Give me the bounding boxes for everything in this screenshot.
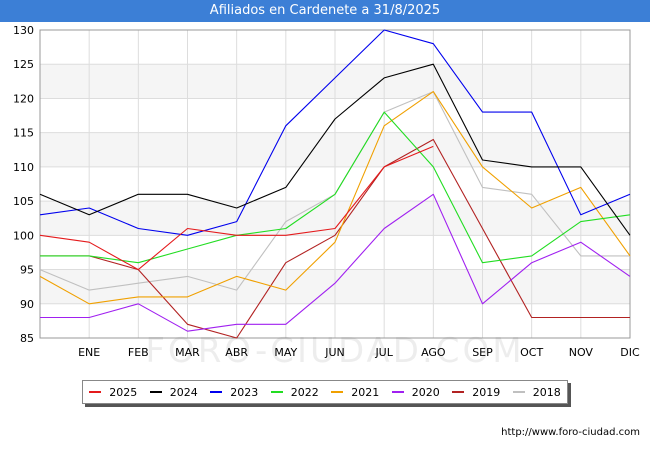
legend-swatch <box>270 391 283 393</box>
legend-label: 2024 <box>169 385 198 399</box>
legend-swatch <box>210 391 223 393</box>
legend-item-2025: 2025 <box>89 386 137 399</box>
y-tick-label: 85 <box>20 332 34 345</box>
legend-item-2018: 2018 <box>512 385 561 399</box>
legend-item-2020: 2020 <box>391 385 440 399</box>
source-url[interactable]: http://www.foro-ciudad.com <box>501 427 640 438</box>
watermark: FORO-CIUDAD.COM <box>145 331 524 371</box>
y-tick-label: 130 <box>13 24 34 37</box>
x-tick-label: SEP <box>472 346 493 359</box>
legend-swatch <box>452 391 465 393</box>
series-line-2021 <box>39 91 631 305</box>
y-tick-label: 100 <box>13 229 34 242</box>
x-tick-label: ENE <box>78 346 100 359</box>
y-tick-label: 110 <box>13 161 34 174</box>
legend-swatch <box>149 391 162 393</box>
y-tick-label: 95 <box>20 264 34 277</box>
legend-label: 2018 <box>532 385 561 399</box>
x-tick-label: JUL <box>374 346 393 359</box>
legend-label: 2022 <box>290 385 319 399</box>
series-line-2025 <box>39 145 434 271</box>
chart-legend: 2025 2024 2023 2022 2021 2020 2019 2018 <box>82 380 568 404</box>
legend-label: 2021 <box>351 385 380 399</box>
legend-swatch <box>89 391 102 393</box>
legend-label: 2025 <box>109 385 138 399</box>
legend-item-2024: 2024 <box>149 385 198 399</box>
x-tick-label: NOV <box>569 346 594 359</box>
x-tick-label: JUN <box>324 346 345 359</box>
legend-swatch <box>512 391 525 393</box>
series-line-2024 <box>39 63 631 236</box>
series-line-2020 <box>40 193 631 332</box>
series-line-2022 <box>40 111 631 264</box>
line-chart: 85 90 95 100 105 110 115 120 125 130 FORO-CIUDAD.C… <box>13 24 640 371</box>
x-tick-label: DIC <box>620 346 640 359</box>
plot-frame <box>39 29 631 339</box>
x-tick-label: OCT <box>520 346 543 359</box>
x-tick-label: FEB <box>128 346 149 359</box>
x-tick-label: MAR <box>175 346 200 359</box>
legend-label: 2023 <box>230 385 259 399</box>
legend-swatch <box>391 391 404 393</box>
chart-title: Afiliados en Cardenete a 31/8/2025 <box>0 0 650 22</box>
legend-label: 2020 <box>411 385 440 399</box>
legend-item-2019: 2019 <box>452 386 500 399</box>
x-tick-label: AGO <box>421 346 446 359</box>
legend-item-2023: 2023 <box>210 386 258 399</box>
legend-swatch <box>331 391 344 393</box>
x-tick-label: MAY <box>274 346 297 359</box>
y-tick-label: 90 <box>20 298 34 311</box>
y-tick-label: 115 <box>13 127 34 140</box>
y-tick-label: 120 <box>13 92 34 105</box>
legend-item-2022: 2022 <box>270 385 319 399</box>
x-tick-label: ABR <box>225 346 248 359</box>
series-line-2023 <box>39 29 631 236</box>
legend-label: 2019 <box>472 385 501 399</box>
y-tick-label: 125 <box>13 58 34 71</box>
legend-item-2021: 2021 <box>331 386 379 399</box>
y-tick-label: 105 <box>13 195 34 208</box>
